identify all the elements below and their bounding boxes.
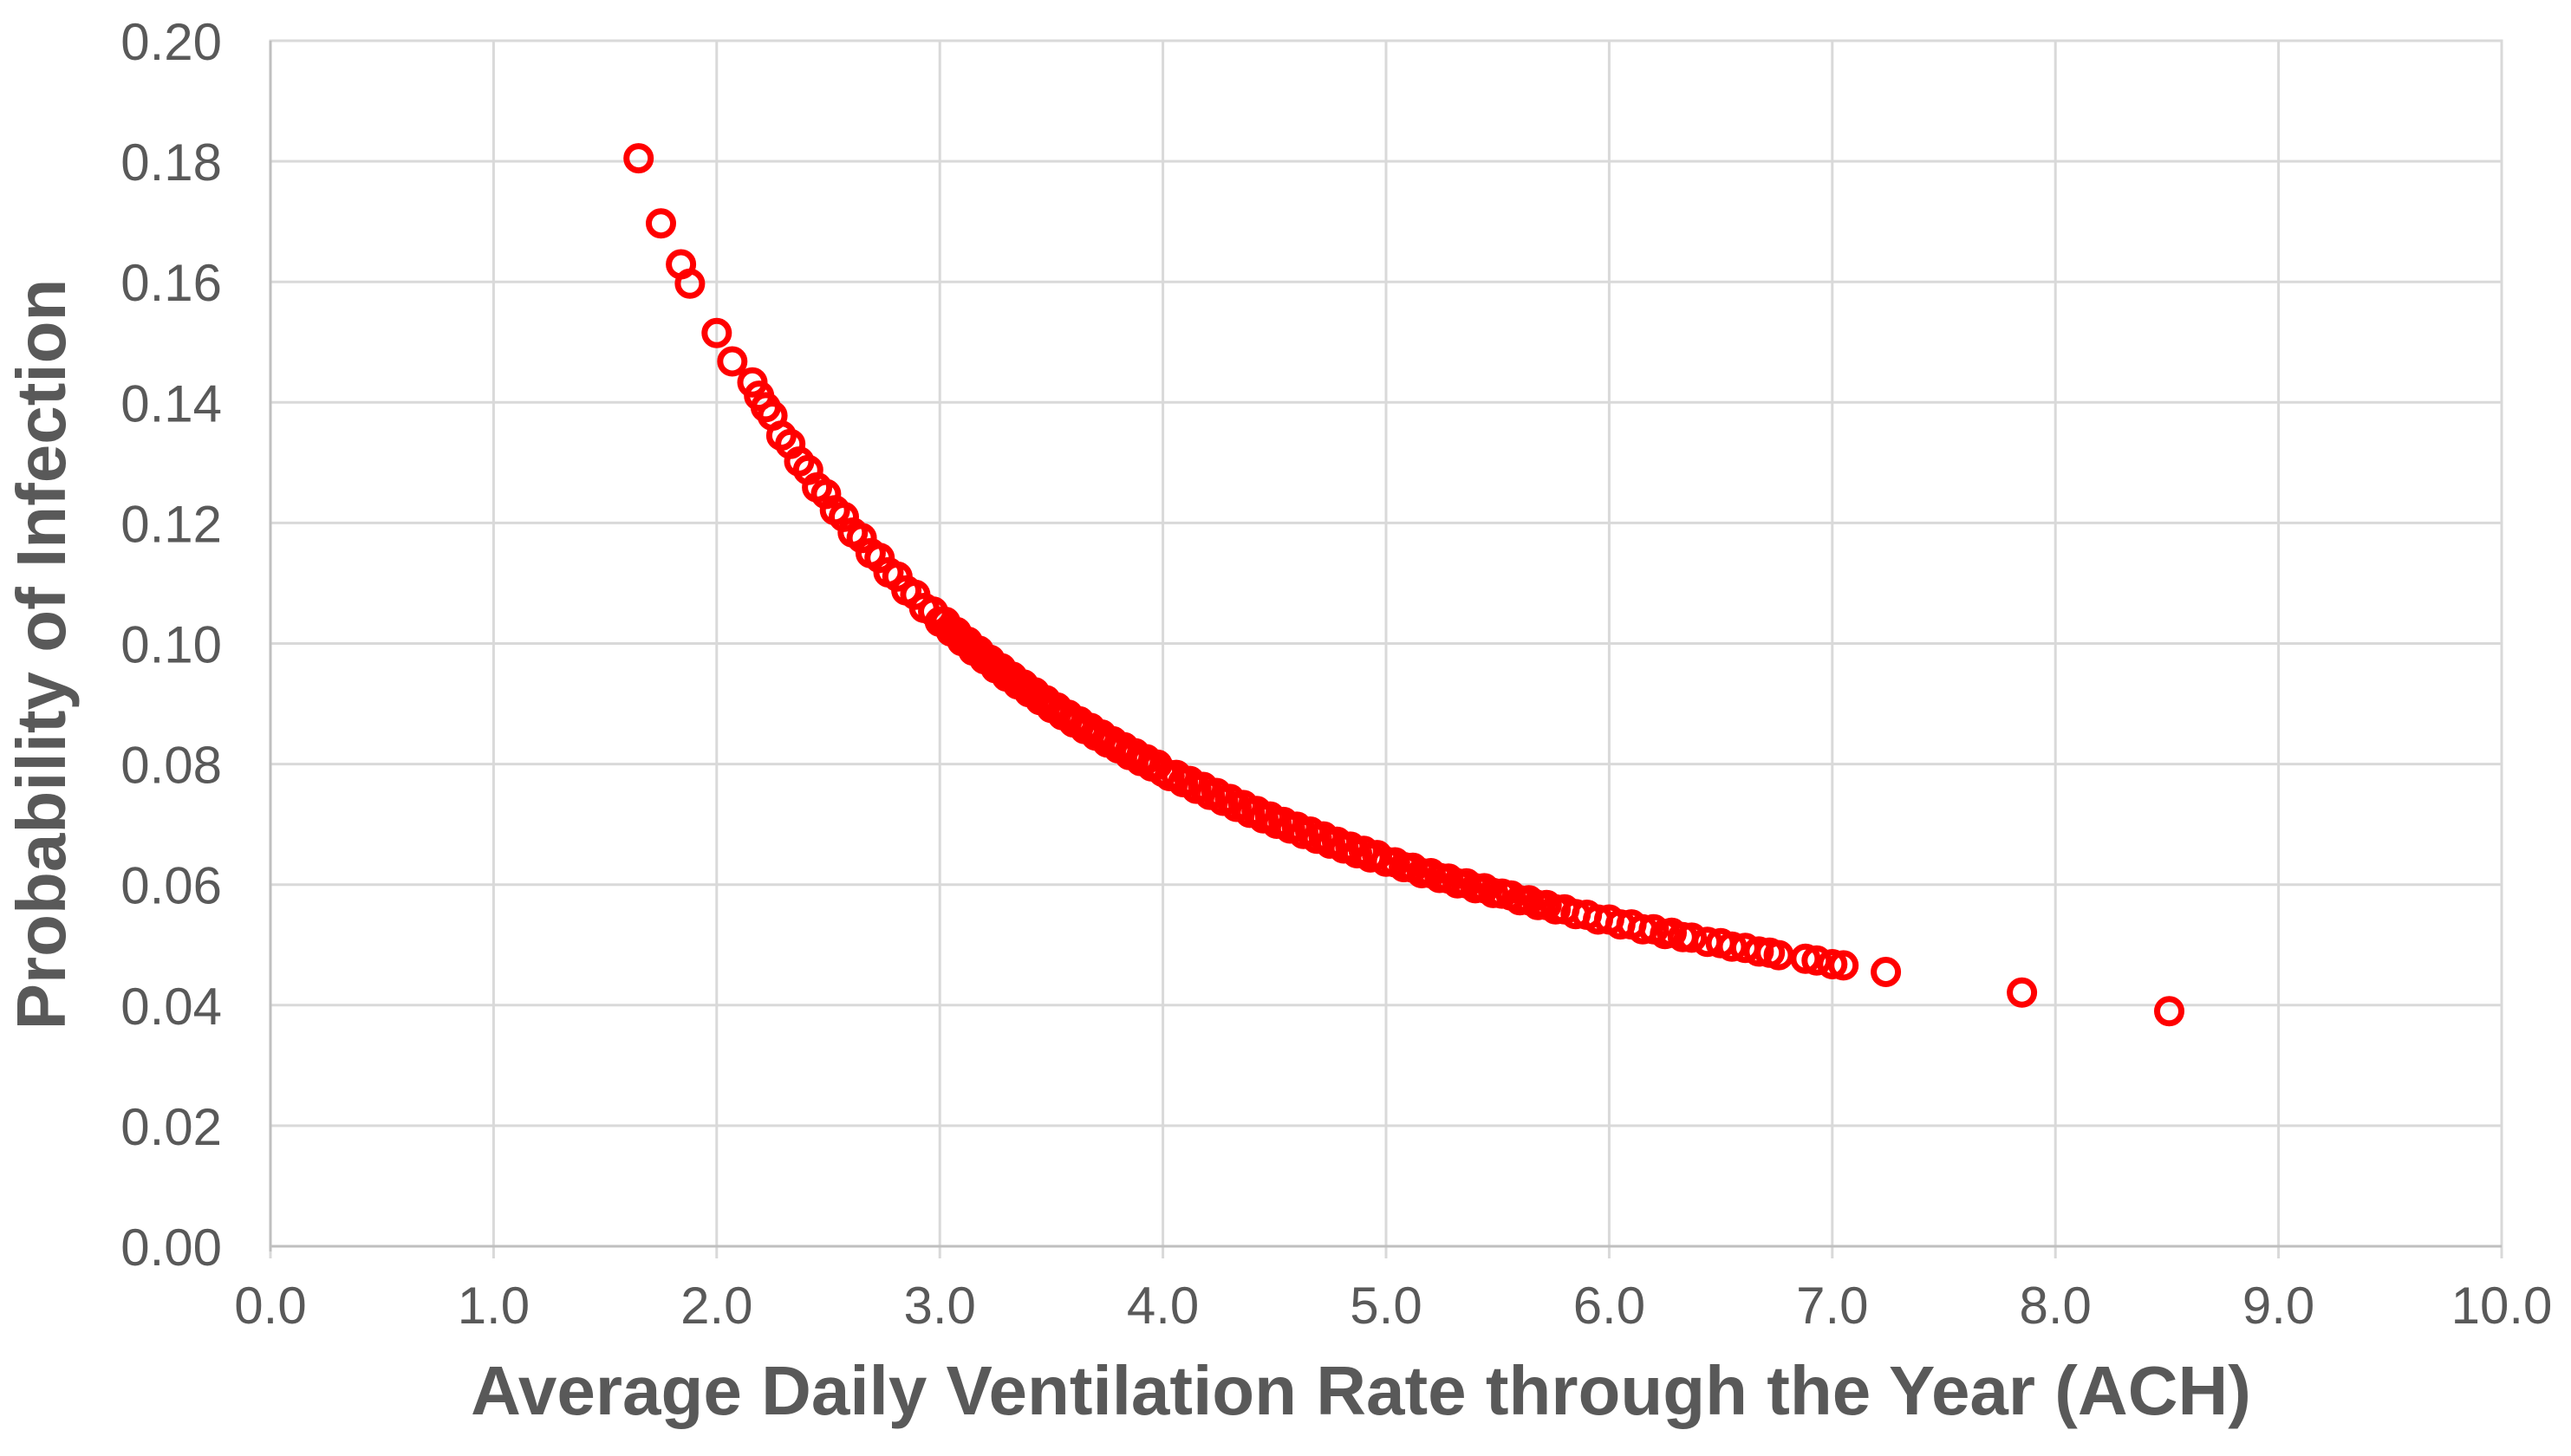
data-point xyxy=(1716,931,1748,962)
data-point xyxy=(623,143,654,174)
y-tick-label-0.10: 0.10 xyxy=(120,616,222,674)
axes-layer xyxy=(269,39,2503,1258)
data-point xyxy=(1828,950,1859,981)
y-tick-label-0.20: 0.20 xyxy=(120,13,222,71)
y-tick-label-0.00: 0.00 xyxy=(120,1219,222,1277)
x-tick-label-2.0: 2.0 xyxy=(680,1277,752,1335)
x-tick-label-8.0: 8.0 xyxy=(2019,1277,2091,1335)
data-point xyxy=(674,268,706,299)
data-point xyxy=(646,208,676,239)
data-point xyxy=(1790,943,1821,974)
x-tick-label-1.0: 1.0 xyxy=(458,1277,530,1335)
y-tick-label-0.08: 0.08 xyxy=(120,737,222,795)
y-tick-label-0.02: 0.02 xyxy=(120,1098,222,1156)
x-tick-label-6.0: 6.0 xyxy=(1573,1277,1645,1335)
y-tick-label-0.06: 0.06 xyxy=(120,857,222,915)
x-axis-title: Average Daily Ventilation Rate through t… xyxy=(471,1352,2251,1429)
data-point xyxy=(717,346,748,377)
data-point xyxy=(2154,996,2184,1027)
data-point xyxy=(1801,945,1832,976)
data-point xyxy=(2007,977,2038,1008)
y-tick-label-0.04: 0.04 xyxy=(120,978,222,1036)
x-tick-label-9.0: 9.0 xyxy=(2242,1277,2314,1335)
x-tick-label-4.0: 4.0 xyxy=(1127,1277,1199,1335)
data-point xyxy=(701,317,732,348)
y-tick-label-0.12: 0.12 xyxy=(120,495,222,553)
data-point xyxy=(1817,949,1848,979)
data-point xyxy=(1871,957,1902,987)
x-tick-label-5.0: 5.0 xyxy=(1350,1277,1422,1335)
data-points-layer xyxy=(623,143,2184,1027)
tick-labels-layer: 0.0 1.0 2.0 3.0 4.0 5.0 6.0 7.0 8.0 9.0 10.0 0.00 0.… xyxy=(120,13,2552,1335)
y-tick-label-0.16: 0.16 xyxy=(120,254,222,312)
data-point xyxy=(1743,936,1774,967)
y-tick-label-0.14: 0.14 xyxy=(120,374,222,432)
x-tick-label-0.0: 0.0 xyxy=(234,1277,306,1335)
y-axis-title: Probability of Infection xyxy=(3,279,80,1030)
data-point xyxy=(1676,922,1708,953)
x-tick-label-10.0: 10.0 xyxy=(2451,1277,2553,1335)
y-tick-label-0.18: 0.18 xyxy=(120,133,222,192)
x-tick-label-3.0: 3.0 xyxy=(903,1277,975,1335)
x-tick-label-7.0: 7.0 xyxy=(1796,1277,1868,1335)
